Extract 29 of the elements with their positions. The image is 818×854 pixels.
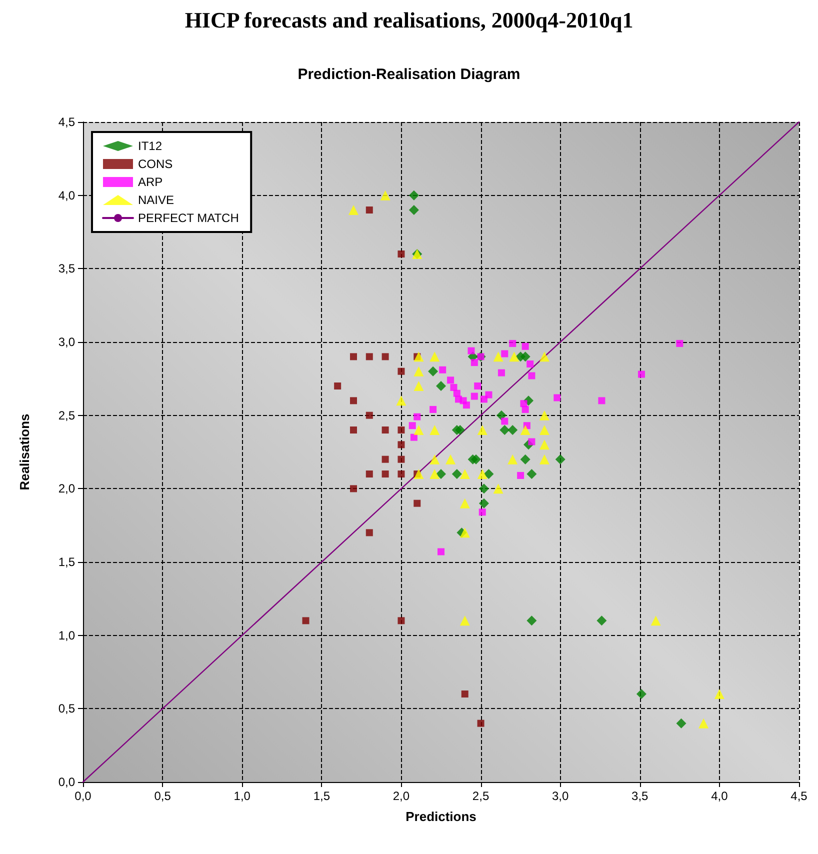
legend-label: CONS: [138, 157, 173, 171]
y-tick-label: 2,0: [58, 482, 76, 496]
chart-subtitle: Prediction-Realisation Diagram: [298, 66, 520, 83]
y-tick-label: 3,5: [58, 262, 76, 276]
x-tick-label: 1,0: [234, 789, 251, 803]
y-tick-label: 3,0: [58, 335, 76, 349]
x-tick-label: 2,5: [472, 789, 490, 803]
x-tick-label: 4,0: [711, 789, 728, 803]
legend-label: ARP: [138, 175, 163, 189]
x-tick-label: 3,0: [552, 789, 569, 803]
y-tick-label: 2,5: [58, 408, 76, 422]
legend-label: IT12: [138, 139, 162, 153]
y-tick-label: 0,0: [58, 775, 76, 789]
x-tick-label: 2,0: [392, 789, 410, 803]
x-tick-label: 1,5: [313, 789, 330, 803]
y-tick-label: 1,5: [58, 555, 76, 569]
x-tick-label: 0,5: [154, 789, 172, 803]
y-tick-label: 0,5: [58, 702, 76, 716]
y-tick-label: 4,5: [58, 115, 76, 129]
y-tick-label: 1,0: [58, 628, 76, 642]
x-tick-label: 3,5: [632, 789, 649, 803]
chart-title: HICP forecasts and realisations, 2000q4-2010q1: [184, 8, 634, 32]
x-tick-label: 0,0: [74, 789, 92, 803]
legend-label: NAIVE: [138, 193, 174, 207]
y-axis-title: Realisations: [17, 414, 32, 490]
y-tick-label: 4,0: [58, 188, 76, 202]
x-tick-label: 4,5: [790, 789, 808, 803]
x-axis-title: Predictions: [406, 809, 476, 824]
legend-label: PERFECT MATCH: [138, 211, 239, 225]
